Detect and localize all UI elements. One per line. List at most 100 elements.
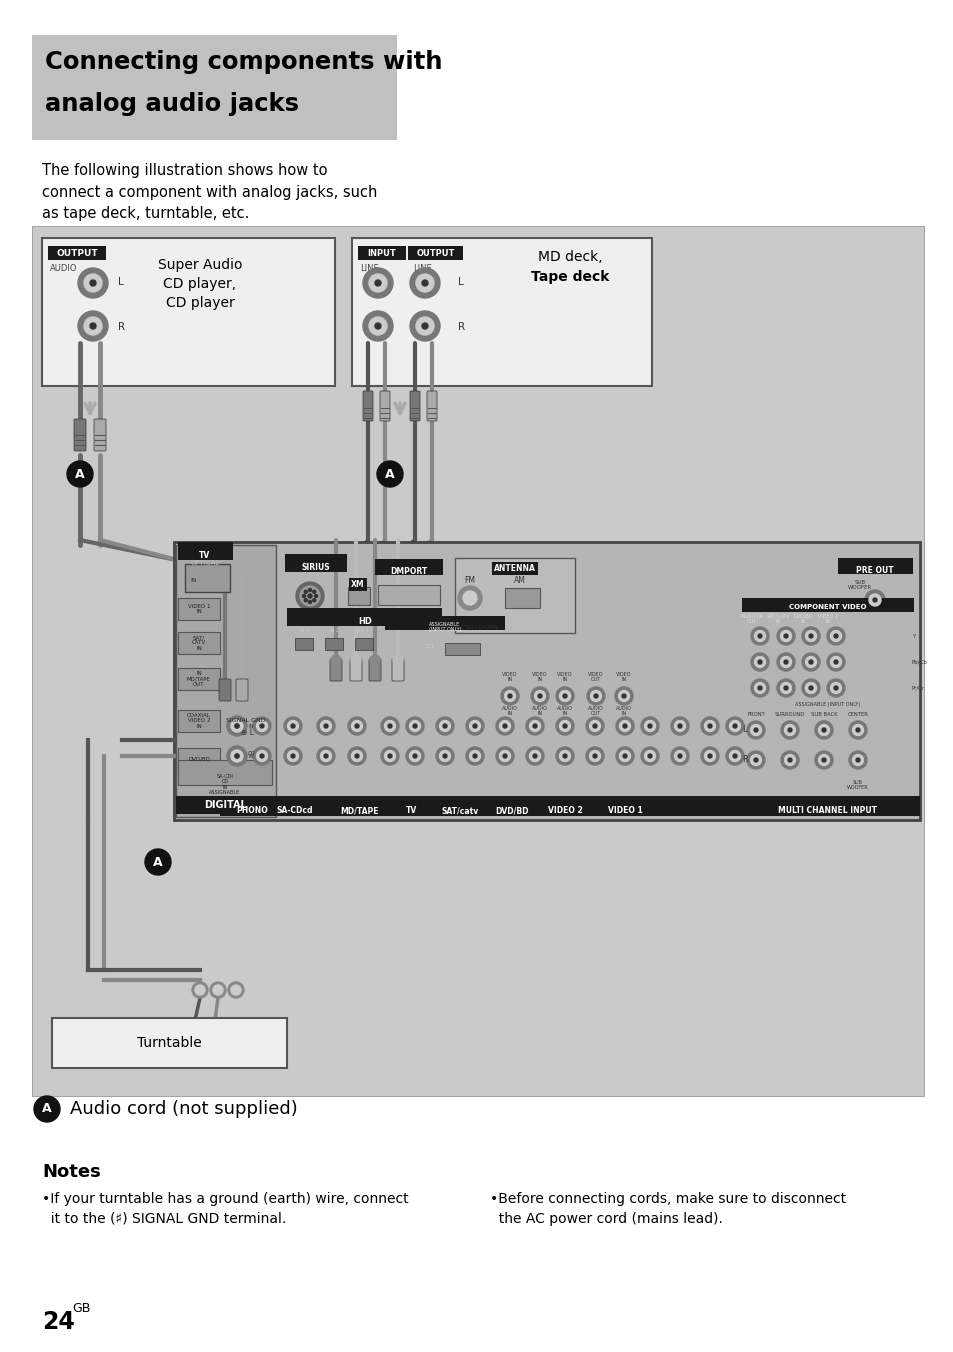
Circle shape (363, 311, 393, 341)
FancyBboxPatch shape (219, 679, 231, 700)
Circle shape (750, 679, 768, 698)
Circle shape (670, 717, 688, 735)
FancyBboxPatch shape (173, 542, 919, 821)
Circle shape (416, 316, 434, 335)
Text: OPTICAL: OPTICAL (191, 560, 219, 566)
FancyBboxPatch shape (175, 796, 275, 814)
Circle shape (406, 748, 423, 765)
Circle shape (780, 683, 791, 694)
Circle shape (231, 750, 243, 763)
Circle shape (848, 721, 866, 740)
Circle shape (421, 280, 428, 287)
Text: COMPONENT VIDEO: COMPONENT VIDEO (788, 604, 866, 610)
Circle shape (590, 691, 601, 702)
Circle shape (348, 748, 366, 765)
Circle shape (256, 750, 267, 761)
Circle shape (586, 687, 604, 704)
Text: MD deck,: MD deck, (537, 250, 601, 264)
Text: SA-CDI
CD
IN
ASSIGNABLE
(INPUT ONLY): SA-CDI CD IN ASSIGNABLE (INPUT ONLY) (209, 773, 241, 800)
FancyBboxPatch shape (325, 638, 343, 650)
Text: OUTPUT: OUTPUT (416, 249, 455, 257)
Text: VIDEO
IN: VIDEO IN (532, 672, 547, 683)
Circle shape (351, 721, 362, 731)
FancyBboxPatch shape (444, 644, 479, 654)
Circle shape (314, 595, 317, 598)
FancyBboxPatch shape (837, 558, 912, 575)
Circle shape (750, 754, 760, 765)
FancyBboxPatch shape (352, 238, 651, 387)
Circle shape (380, 717, 398, 735)
Text: Y: Y (911, 634, 914, 638)
Circle shape (439, 750, 450, 761)
Circle shape (754, 657, 764, 668)
Circle shape (556, 748, 574, 765)
Circle shape (678, 725, 681, 727)
FancyBboxPatch shape (455, 558, 575, 633)
Circle shape (746, 721, 764, 740)
Text: SA-CDcd: SA-CDcd (276, 806, 313, 815)
Text: TV: TV (199, 552, 211, 560)
Circle shape (529, 750, 540, 761)
Circle shape (640, 717, 659, 735)
Circle shape (320, 721, 331, 731)
Circle shape (316, 748, 335, 765)
Circle shape (852, 754, 862, 765)
Circle shape (525, 717, 543, 735)
Text: L: L (741, 726, 746, 734)
Circle shape (384, 750, 395, 761)
Circle shape (375, 323, 380, 329)
Text: SUB BACK: SUB BACK (810, 713, 837, 717)
FancyBboxPatch shape (504, 588, 539, 608)
Circle shape (253, 717, 271, 735)
Circle shape (703, 750, 715, 761)
Text: OUT: OUT (424, 644, 435, 649)
Circle shape (783, 685, 787, 690)
Text: A: A (42, 1102, 51, 1115)
Circle shape (750, 725, 760, 735)
Circle shape (783, 725, 795, 735)
Circle shape (380, 748, 398, 765)
Text: ⊕ L: ⊕ L (241, 727, 253, 737)
Circle shape (753, 727, 758, 731)
Circle shape (585, 748, 603, 765)
Circle shape (848, 750, 866, 769)
Circle shape (821, 758, 825, 763)
Circle shape (413, 725, 416, 727)
FancyBboxPatch shape (348, 587, 370, 604)
Circle shape (465, 717, 483, 735)
Circle shape (534, 691, 545, 702)
Circle shape (804, 683, 816, 694)
Circle shape (410, 311, 439, 341)
Circle shape (84, 274, 102, 292)
Circle shape (801, 679, 820, 698)
Circle shape (287, 721, 298, 731)
Circle shape (707, 754, 711, 758)
Circle shape (750, 627, 768, 645)
Circle shape (754, 630, 764, 641)
Circle shape (469, 750, 480, 761)
Text: PRE OUT: PRE OUT (855, 566, 893, 575)
Circle shape (256, 721, 267, 731)
Circle shape (316, 717, 335, 735)
Text: SIRIUS: SIRIUS (301, 562, 330, 572)
Circle shape (376, 461, 402, 487)
Circle shape (348, 717, 366, 735)
Circle shape (473, 725, 476, 727)
Text: AUDIO: AUDIO (50, 264, 77, 273)
Text: L: L (118, 277, 124, 287)
Circle shape (821, 727, 825, 731)
Circle shape (213, 986, 223, 995)
Text: AUDIO
IN: AUDIO IN (616, 706, 631, 717)
Circle shape (369, 274, 387, 292)
Text: VIDEO
IN: VIDEO IN (501, 672, 517, 683)
Circle shape (622, 754, 626, 758)
Circle shape (621, 694, 625, 698)
Circle shape (351, 750, 362, 761)
Text: MULTI CHANNEL INPUT: MULTI CHANNEL INPUT (778, 806, 877, 815)
Text: GB: GB (71, 1302, 91, 1315)
FancyBboxPatch shape (379, 391, 390, 420)
Circle shape (801, 653, 820, 671)
Circle shape (801, 627, 820, 645)
FancyBboxPatch shape (175, 545, 275, 817)
Circle shape (457, 585, 481, 610)
